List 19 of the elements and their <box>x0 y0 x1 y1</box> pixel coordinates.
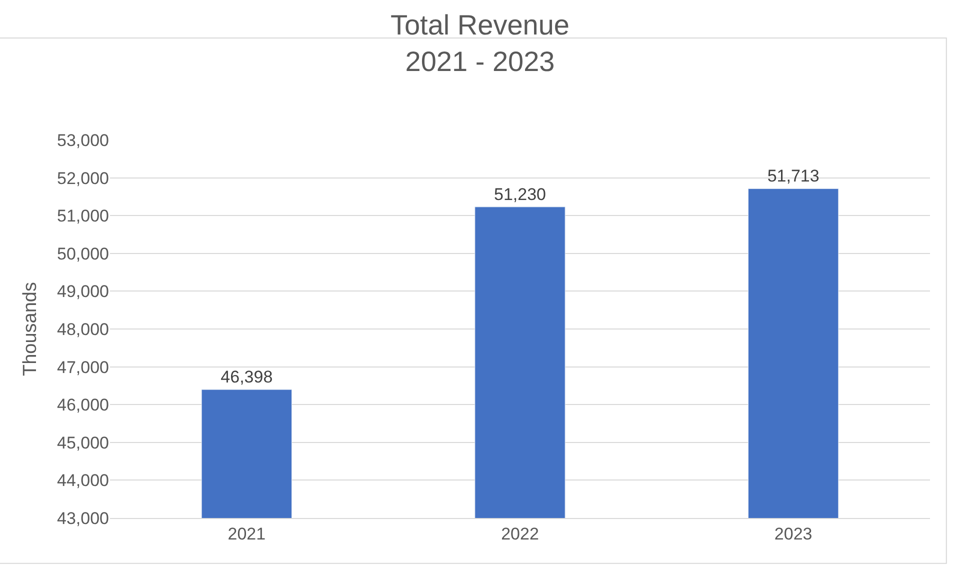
y-axis-title: Thousands <box>20 282 41 376</box>
data-label: 46,398 <box>220 368 273 387</box>
y-tick-label: 52,000 <box>57 168 109 188</box>
y-tick-label: 53,000 <box>57 130 109 150</box>
data-label: 51,713 <box>767 166 820 186</box>
y-tick-label: 51,000 <box>57 206 109 226</box>
y-tick-label: 50,000 <box>57 244 109 264</box>
y-tick-label: 47,000 <box>57 358 109 377</box>
data-label: 51,230 <box>494 184 546 204</box>
y-tick-label: 44,000 <box>57 471 109 490</box>
y-tick-label: 43,000 <box>57 508 109 528</box>
y-tick-label: 46,000 <box>57 396 109 415</box>
y-tick-label: 48,000 <box>57 320 109 339</box>
x-tick-label: 2022 <box>501 524 539 544</box>
x-tick-label: 2021 <box>228 524 266 544</box>
chart-title: Total Revenue 2021 - 2023 <box>390 10 570 78</box>
y-tick-label: 45,000 <box>57 433 109 452</box>
x-tick-label: 2023 <box>774 524 812 544</box>
y-tick-label: 49,000 <box>57 282 109 302</box>
